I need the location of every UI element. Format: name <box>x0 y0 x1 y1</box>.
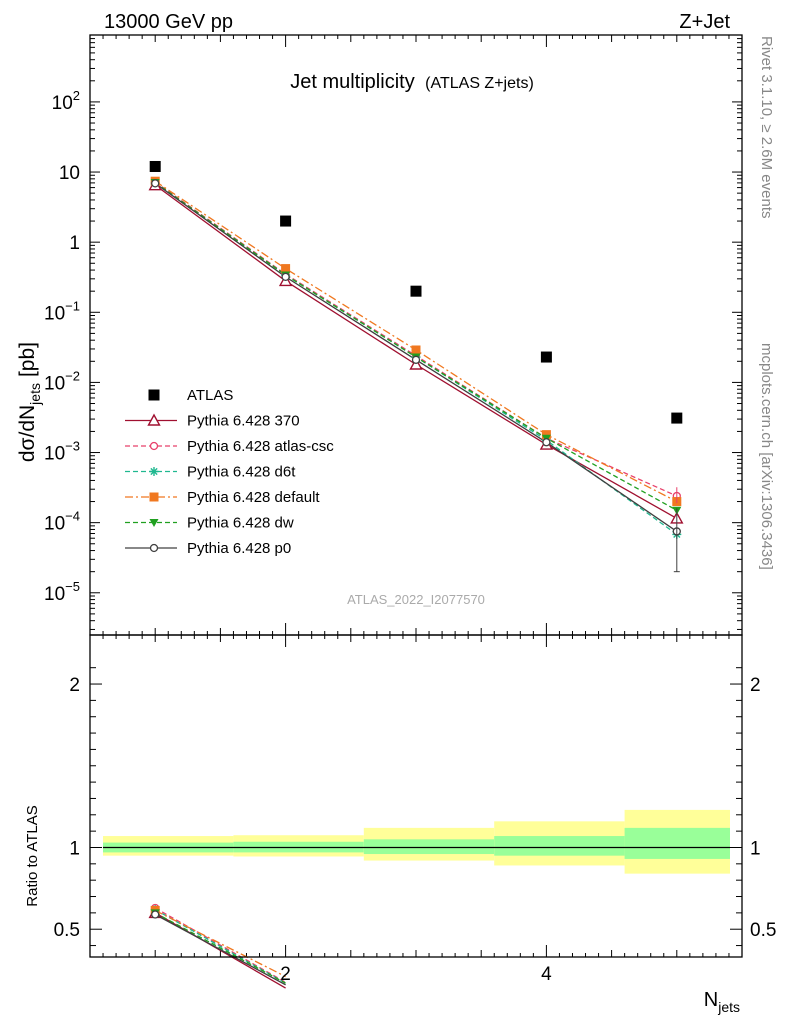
square-marker <box>149 160 161 172</box>
main-title-text: Jet multiplicity <box>290 71 414 93</box>
header-left: 13000 GeV pp <box>104 11 233 33</box>
ratio-line-0 <box>154 912 286 989</box>
analysis-label: ATLAS_2022_I2077570 <box>347 592 485 607</box>
ratio-line-5 <box>154 913 286 986</box>
main-subtitle-text: (ATLAS Z+jets) <box>425 75 534 92</box>
ratio-y-tick-label-right: 2 <box>750 675 761 696</box>
header-right: Z+Jet <box>679 11 730 33</box>
ratio-y-tick-label-left: 2 <box>69 675 80 696</box>
circle-marker <box>411 355 421 364</box>
y-tick-label-base: 10 <box>44 303 65 324</box>
square-marker <box>148 389 160 401</box>
square-marker <box>149 492 159 502</box>
ratio-line-1 <box>154 907 286 983</box>
inner-band <box>494 836 625 856</box>
inner-band <box>363 839 495 855</box>
ratio-y-tick-label-left: 1 <box>69 838 80 859</box>
square-marker <box>541 430 551 440</box>
circle-marker <box>281 272 290 282</box>
star-marker <box>149 467 159 476</box>
circle-marker <box>542 438 551 447</box>
x-axis-label: Njets <box>704 989 740 1015</box>
circle-marker <box>151 910 160 919</box>
legend-label: Pythia 6.428 dw <box>187 515 294 532</box>
y-tick-label-base: 10 <box>44 373 65 394</box>
ratio-axis-ticks <box>90 667 742 947</box>
circle-marker <box>151 179 160 188</box>
square-marker <box>540 351 552 363</box>
ratio-uncertainty-bands <box>103 809 730 874</box>
legend-label: ATLAS <box>187 387 233 404</box>
y-tick-label-exponent: 2 <box>73 88 80 103</box>
rivet-label: Rivet 3.1.10, ≥ 2.6M events <box>758 36 775 219</box>
y-tick-label-exponent: −4 <box>65 509 80 524</box>
y-tick-label: 102 <box>52 88 80 114</box>
ratio-y-tick-label-left: 0.5 <box>54 920 80 941</box>
y-tick-label: 10−3 <box>44 439 80 465</box>
ratio-y-tick-label-right: 1 <box>750 838 761 859</box>
ratio-line-3 <box>154 909 286 978</box>
triangle-marker <box>409 357 423 370</box>
triangle-down-marker <box>149 519 159 527</box>
main-ylabel-base: dσ/dN <box>16 405 39 462</box>
ratio-line-4 <box>154 912 286 984</box>
x-axis-label-base: N <box>704 989 718 1011</box>
x-tick-label: 4 <box>541 964 552 985</box>
y-tick-label-base: 10 <box>44 514 65 535</box>
x-axis-label-sub: jets <box>717 999 740 1015</box>
square-marker <box>410 285 422 297</box>
y-tick-label: 10−1 <box>44 298 80 324</box>
main-title: Jet multiplicity (ATLAS Z+jets) <box>290 71 534 93</box>
y-tick-label-exponent: −5 <box>65 579 80 594</box>
square-marker <box>671 412 683 424</box>
legend: ATLAS Pythia 6.428 370 Pythia 6.428 atlas-… <box>125 387 334 557</box>
ratio-plot-frame <box>89 634 743 958</box>
main-series-markers <box>148 160 684 573</box>
inner-band <box>624 827 730 859</box>
y-tick-label: 10−2 <box>44 368 80 394</box>
ratio-series-lines <box>148 903 286 989</box>
main-axis-ticks <box>90 34 742 957</box>
y-tick-label: 10 <box>59 163 80 184</box>
y-tick-label-base: 1 <box>69 233 80 254</box>
y-tick-label-base: 10 <box>44 444 65 465</box>
legend-label: Pythia 6.428 default <box>187 489 320 506</box>
y-tick-label-exponent: −3 <box>65 439 80 454</box>
y-tick-label: 1 <box>69 233 80 254</box>
x-tick-label: 2 <box>280 964 291 985</box>
circle-marker <box>149 543 159 553</box>
y-tick-label-base: 10 <box>52 93 73 114</box>
legend-label: Pythia 6.428 d6t <box>187 464 296 481</box>
mcplots-label: mcplots.cern.ch [arXiv:1306.3436] <box>758 343 775 570</box>
ratio-ylabel: Ratio to ATLAS <box>24 805 41 906</box>
legend-label: Pythia 6.428 370 <box>187 413 300 430</box>
legend-label: Pythia 6.428 p0 <box>187 540 291 557</box>
y-tick-label: 10−5 <box>44 579 80 605</box>
square-marker <box>280 215 292 227</box>
main-ylabel-unit: [pb] <box>16 342 39 377</box>
square-marker <box>411 345 421 355</box>
y-tick-label-base: 10 <box>59 163 80 184</box>
circle-marker <box>149 441 159 451</box>
ratio-y-tick-label-right: 0.5 <box>750 920 776 941</box>
y-tick-label: 10−4 <box>44 509 80 535</box>
legend-label: Pythia 6.428 atlas-csc <box>187 438 334 455</box>
y-tick-label-exponent: −1 <box>65 298 80 313</box>
main-ylabel-sub: jets <box>27 383 43 406</box>
triangle-marker <box>147 413 161 426</box>
ratio-tick-labels: 0.5 0.5 1 1 2 2 2 4 <box>54 675 777 985</box>
y-tick-label-exponent: −2 <box>65 368 80 383</box>
y-tick-label-base: 10 <box>44 584 65 605</box>
main-ylabel: dσ/dNjets [pb] <box>16 342 43 462</box>
square-marker <box>281 264 291 274</box>
